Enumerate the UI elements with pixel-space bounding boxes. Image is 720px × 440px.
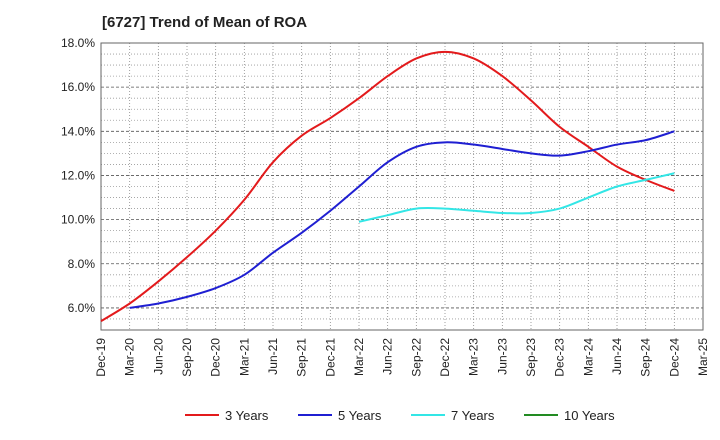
plot-area-frame [100,42,704,331]
x-tick-label: Mar-22 [352,338,366,376]
x-tick-label: Dec-22 [438,338,452,377]
y-tick-label: 18.0% [61,36,95,50]
series-line-7-years [358,172,675,223]
x-tick-label: Jun-24 [610,338,624,375]
x-tick-label: Mar-20 [123,338,137,376]
x-axis: Dec-19 Mar-20 Jun-20 Sep-20 Dec-20 Mar-21 Jun-… [94,338,710,377]
y-tick-label: 10.0% [61,213,95,227]
x-tick-label: Sep-21 [295,338,309,377]
legend: 3 Years 5 Years 7 Years 10 Years [185,408,615,423]
y-tick-label: 14.0% [61,124,95,138]
series-line-5-years [129,130,675,309]
y-tick-label: 12.0% [61,168,95,182]
x-tick-label: Dec-20 [209,338,223,377]
x-tick-label: Jun-22 [381,338,395,375]
legend-label-7-years: 7 Years [451,408,495,423]
x-tick-label: Sep-23 [524,338,538,377]
x-tick-label: Mar-21 [237,338,251,376]
x-tick-label: Mar-24 [581,338,595,376]
y-axis: 6.0% 8.0% 10.0% 12.0% 14.0% 16.0% 18.0% [61,36,95,315]
x-tick-label: Dec-24 [667,338,681,377]
y-tick-label: 6.0% [68,301,96,315]
legend-label-10-years: 10 Years [564,408,615,423]
x-tick-label: Jun-23 [495,338,509,375]
y-tick-label: 8.0% [68,257,96,271]
x-tick-label: Jun-20 [151,338,165,375]
x-tick-label: Sep-24 [639,338,653,377]
x-tick-label: Dec-21 [323,338,337,377]
x-tick-label: Dec-23 [553,338,567,377]
legend-label-5-years: 5 Years [338,408,382,423]
grid-lines [101,43,703,330]
x-tick-label: Mar-25 [696,338,710,376]
x-tick-label: Sep-22 [409,338,423,377]
series-line-3-years [100,50,675,323]
y-tick-label: 16.0% [61,80,95,94]
x-tick-label: Dec-19 [94,338,108,377]
x-tick-label: Sep-20 [180,338,194,377]
x-tick-label: Mar-23 [467,338,481,376]
x-tick-label: Jun-21 [266,338,280,375]
legend-label-3-years: 3 Years [225,408,269,423]
series-lines [100,50,675,323]
chart-title: [6727] Trend of Mean of ROA [102,14,308,31]
